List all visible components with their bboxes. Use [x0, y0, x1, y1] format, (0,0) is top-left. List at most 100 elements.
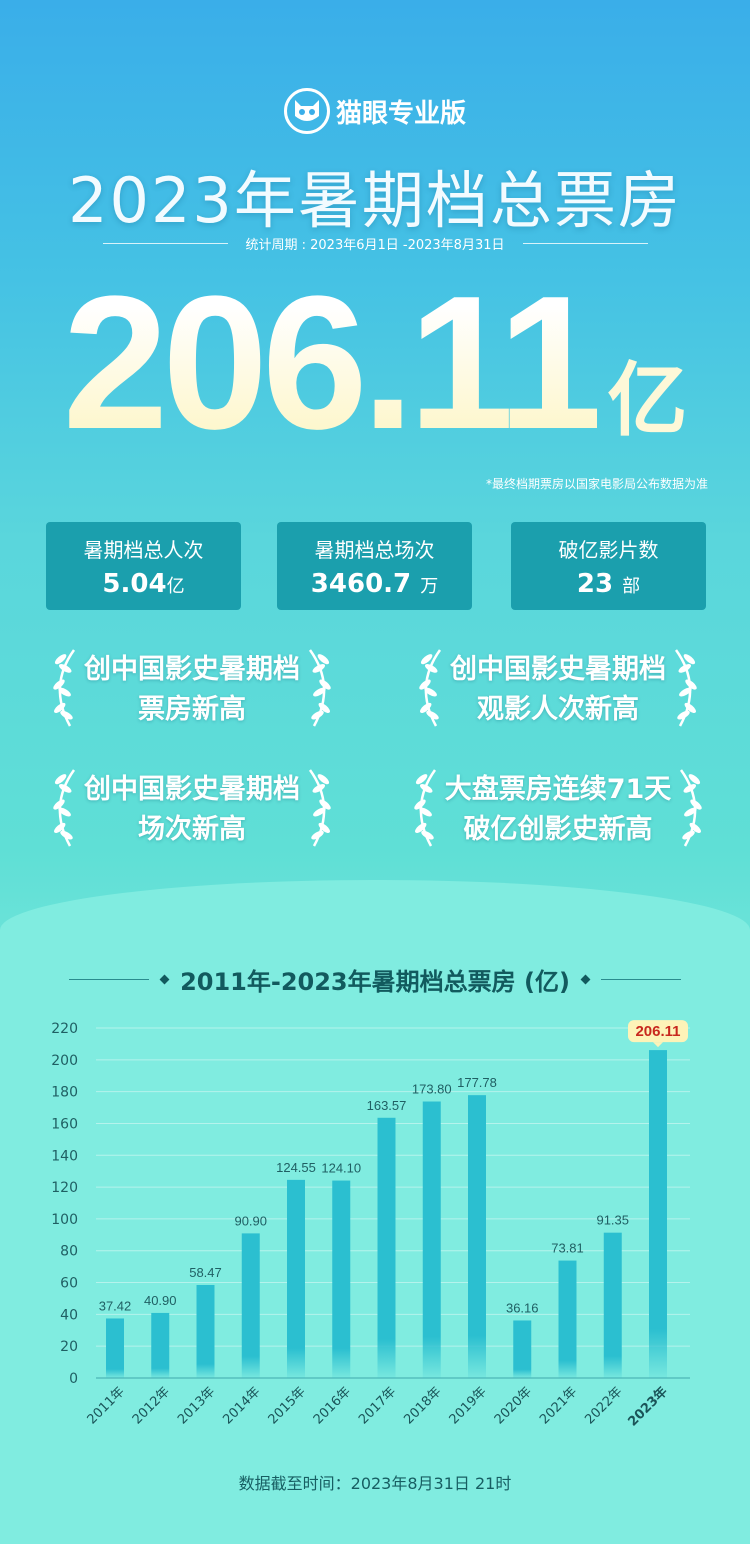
brand-logo: 猫眼专业版 [0, 88, 750, 134]
laurel-icon [410, 646, 450, 734]
x-tick-label: 2022年 [582, 1384, 625, 1427]
stat-screenings: 暑期档总场次 3460.7 万 [277, 522, 472, 610]
honor-line: 创中国影史暑期档 [84, 654, 300, 685]
honor-badge: 创中国影史暑期档 观影人次新高 [388, 640, 728, 740]
bar-value-label: 163.57 [367, 1098, 407, 1113]
x-tick-label: 2012年 [130, 1384, 173, 1427]
stat-value: 3460.7 [310, 569, 412, 599]
brand-name: 猫眼专业版 [335, 98, 466, 129]
bar [513, 1320, 532, 1378]
x-tick-label: 2016年 [311, 1384, 354, 1427]
bar-value-label: 58.47 [189, 1265, 222, 1280]
data-cutoff: 数据截至时间：2023年8月31日 21时 [238, 1474, 512, 1493]
bar [649, 1050, 667, 1378]
stat-label: 暑期档总人次 [83, 538, 204, 562]
x-tick-label: 2021年 [537, 1384, 580, 1427]
honor-line: 观影人次新高 [477, 694, 639, 725]
laurel-icon [405, 766, 445, 854]
y-tick-label: 20 [60, 1339, 78, 1355]
period: 统计周期 : 2023年6月1日 -2023年8月31日 [0, 234, 750, 253]
honor-line: 场次新高 [138, 814, 246, 845]
x-tick-label: 2015年 [266, 1384, 309, 1427]
laurel-icon [671, 766, 711, 854]
honor-line: 大盘票房连续71天 [444, 774, 672, 805]
y-tick-label: 80 [60, 1244, 78, 1260]
bar-value-label: 173.80 [412, 1082, 452, 1097]
bar-value-label: 177.78 [457, 1075, 497, 1090]
y-tick-label: 60 [60, 1276, 78, 1292]
bar-value-label: 73.81 [551, 1241, 584, 1256]
x-tick-label: 2019年 [447, 1384, 490, 1427]
laurel-icon [44, 766, 84, 854]
laurel-icon [666, 646, 706, 734]
headline: 206.11 亿 [40, 268, 710, 458]
chart-title: 2011年-2023年暑期档总票房 (亿) [0, 962, 750, 997]
bar [241, 1233, 260, 1378]
bar [151, 1312, 170, 1378]
x-tick-label: 2023年 [625, 1384, 671, 1430]
honor-line: 票房新高 [138, 694, 246, 725]
bar [287, 1179, 305, 1378]
page-title: 2023年暑期档总票房 [68, 164, 682, 237]
honor-badge: 创中国影史暑期档 票房新高 [22, 640, 362, 740]
chart-title-text: 2011年-2023年暑期档总票房 (亿) [180, 968, 570, 996]
x-tick-label: 2018年 [401, 1384, 444, 1427]
chart-section-background [0, 880, 750, 1544]
bar-value-label: 37.42 [99, 1298, 132, 1313]
y-tick-label: 160 [51, 1116, 78, 1132]
divider [102, 243, 228, 244]
divider [69, 979, 150, 980]
total-box-office: 206.11 [62, 257, 604, 469]
x-tick-label: 2013年 [175, 1384, 218, 1427]
bar-value-label: 36.16 [506, 1300, 539, 1315]
x-tick-label: 2020年 [492, 1384, 535, 1427]
bar-value-label: 40.90 [144, 1293, 177, 1308]
bar [603, 1232, 622, 1378]
stat-value: 5.04 [102, 569, 167, 599]
highlight-label-bg [628, 1020, 688, 1043]
x-tick-label: 2011年 [85, 1384, 128, 1427]
stat-unit: 亿 [166, 576, 185, 597]
stat-unit: 万 [420, 576, 439, 597]
y-tick-label: 180 [51, 1085, 78, 1101]
laurel-icon [300, 766, 340, 854]
y-tick-label: 40 [60, 1307, 78, 1323]
stat-100m-films: 破亿影片数 23 部 [511, 522, 706, 610]
stat-value: 23 [576, 569, 614, 599]
total-unit: 亿 [607, 354, 688, 447]
disclaimer: *最终档期票房以国家电影局公布数据为准 [485, 477, 708, 491]
bar [196, 1284, 215, 1378]
bar-value-label: 91.35 [596, 1213, 629, 1228]
bar [106, 1318, 124, 1378]
bar-value-label: 206.11 [635, 1023, 680, 1040]
laurel-icon [44, 646, 84, 734]
honor-line: 创中国影史暑期档 [450, 654, 666, 685]
period-text: 统计周期 : 2023年6月1日 -2023年8月31日 [245, 238, 505, 253]
divider [600, 979, 681, 980]
highlight-pointer [653, 1042, 663, 1048]
laurel-icon [300, 646, 340, 734]
y-tick-label: 100 [51, 1212, 78, 1228]
honor-line: 破亿创影史新高 [463, 814, 653, 845]
bar [468, 1095, 486, 1378]
bar [332, 1180, 351, 1378]
bar [377, 1117, 396, 1378]
y-tick-label: 0 [69, 1371, 78, 1387]
stat-admissions: 暑期档总人次 5.04亿 [46, 522, 241, 610]
bar [422, 1101, 441, 1378]
bar-value-label: 90.90 [234, 1213, 267, 1228]
bar-value-label: 124.55 [276, 1160, 316, 1175]
y-tick-label: 200 [51, 1053, 78, 1069]
x-tick-label: 2017年 [356, 1384, 399, 1427]
x-tick-label: 2014年 [220, 1384, 263, 1427]
honor-badge: 创中国影史暑期档 场次新高 [22, 760, 362, 860]
honor-badge: 大盘票房连续71天 破亿创影史新高 [388, 760, 728, 860]
stat-label: 破亿影片数 [558, 538, 659, 562]
bar [558, 1260, 577, 1378]
y-tick-label: 140 [51, 1148, 78, 1164]
bar-value-label: 124.10 [321, 1161, 361, 1176]
y-tick-label: 120 [51, 1180, 78, 1196]
cat-icon [283, 88, 330, 134]
stat-unit: 部 [622, 576, 641, 597]
